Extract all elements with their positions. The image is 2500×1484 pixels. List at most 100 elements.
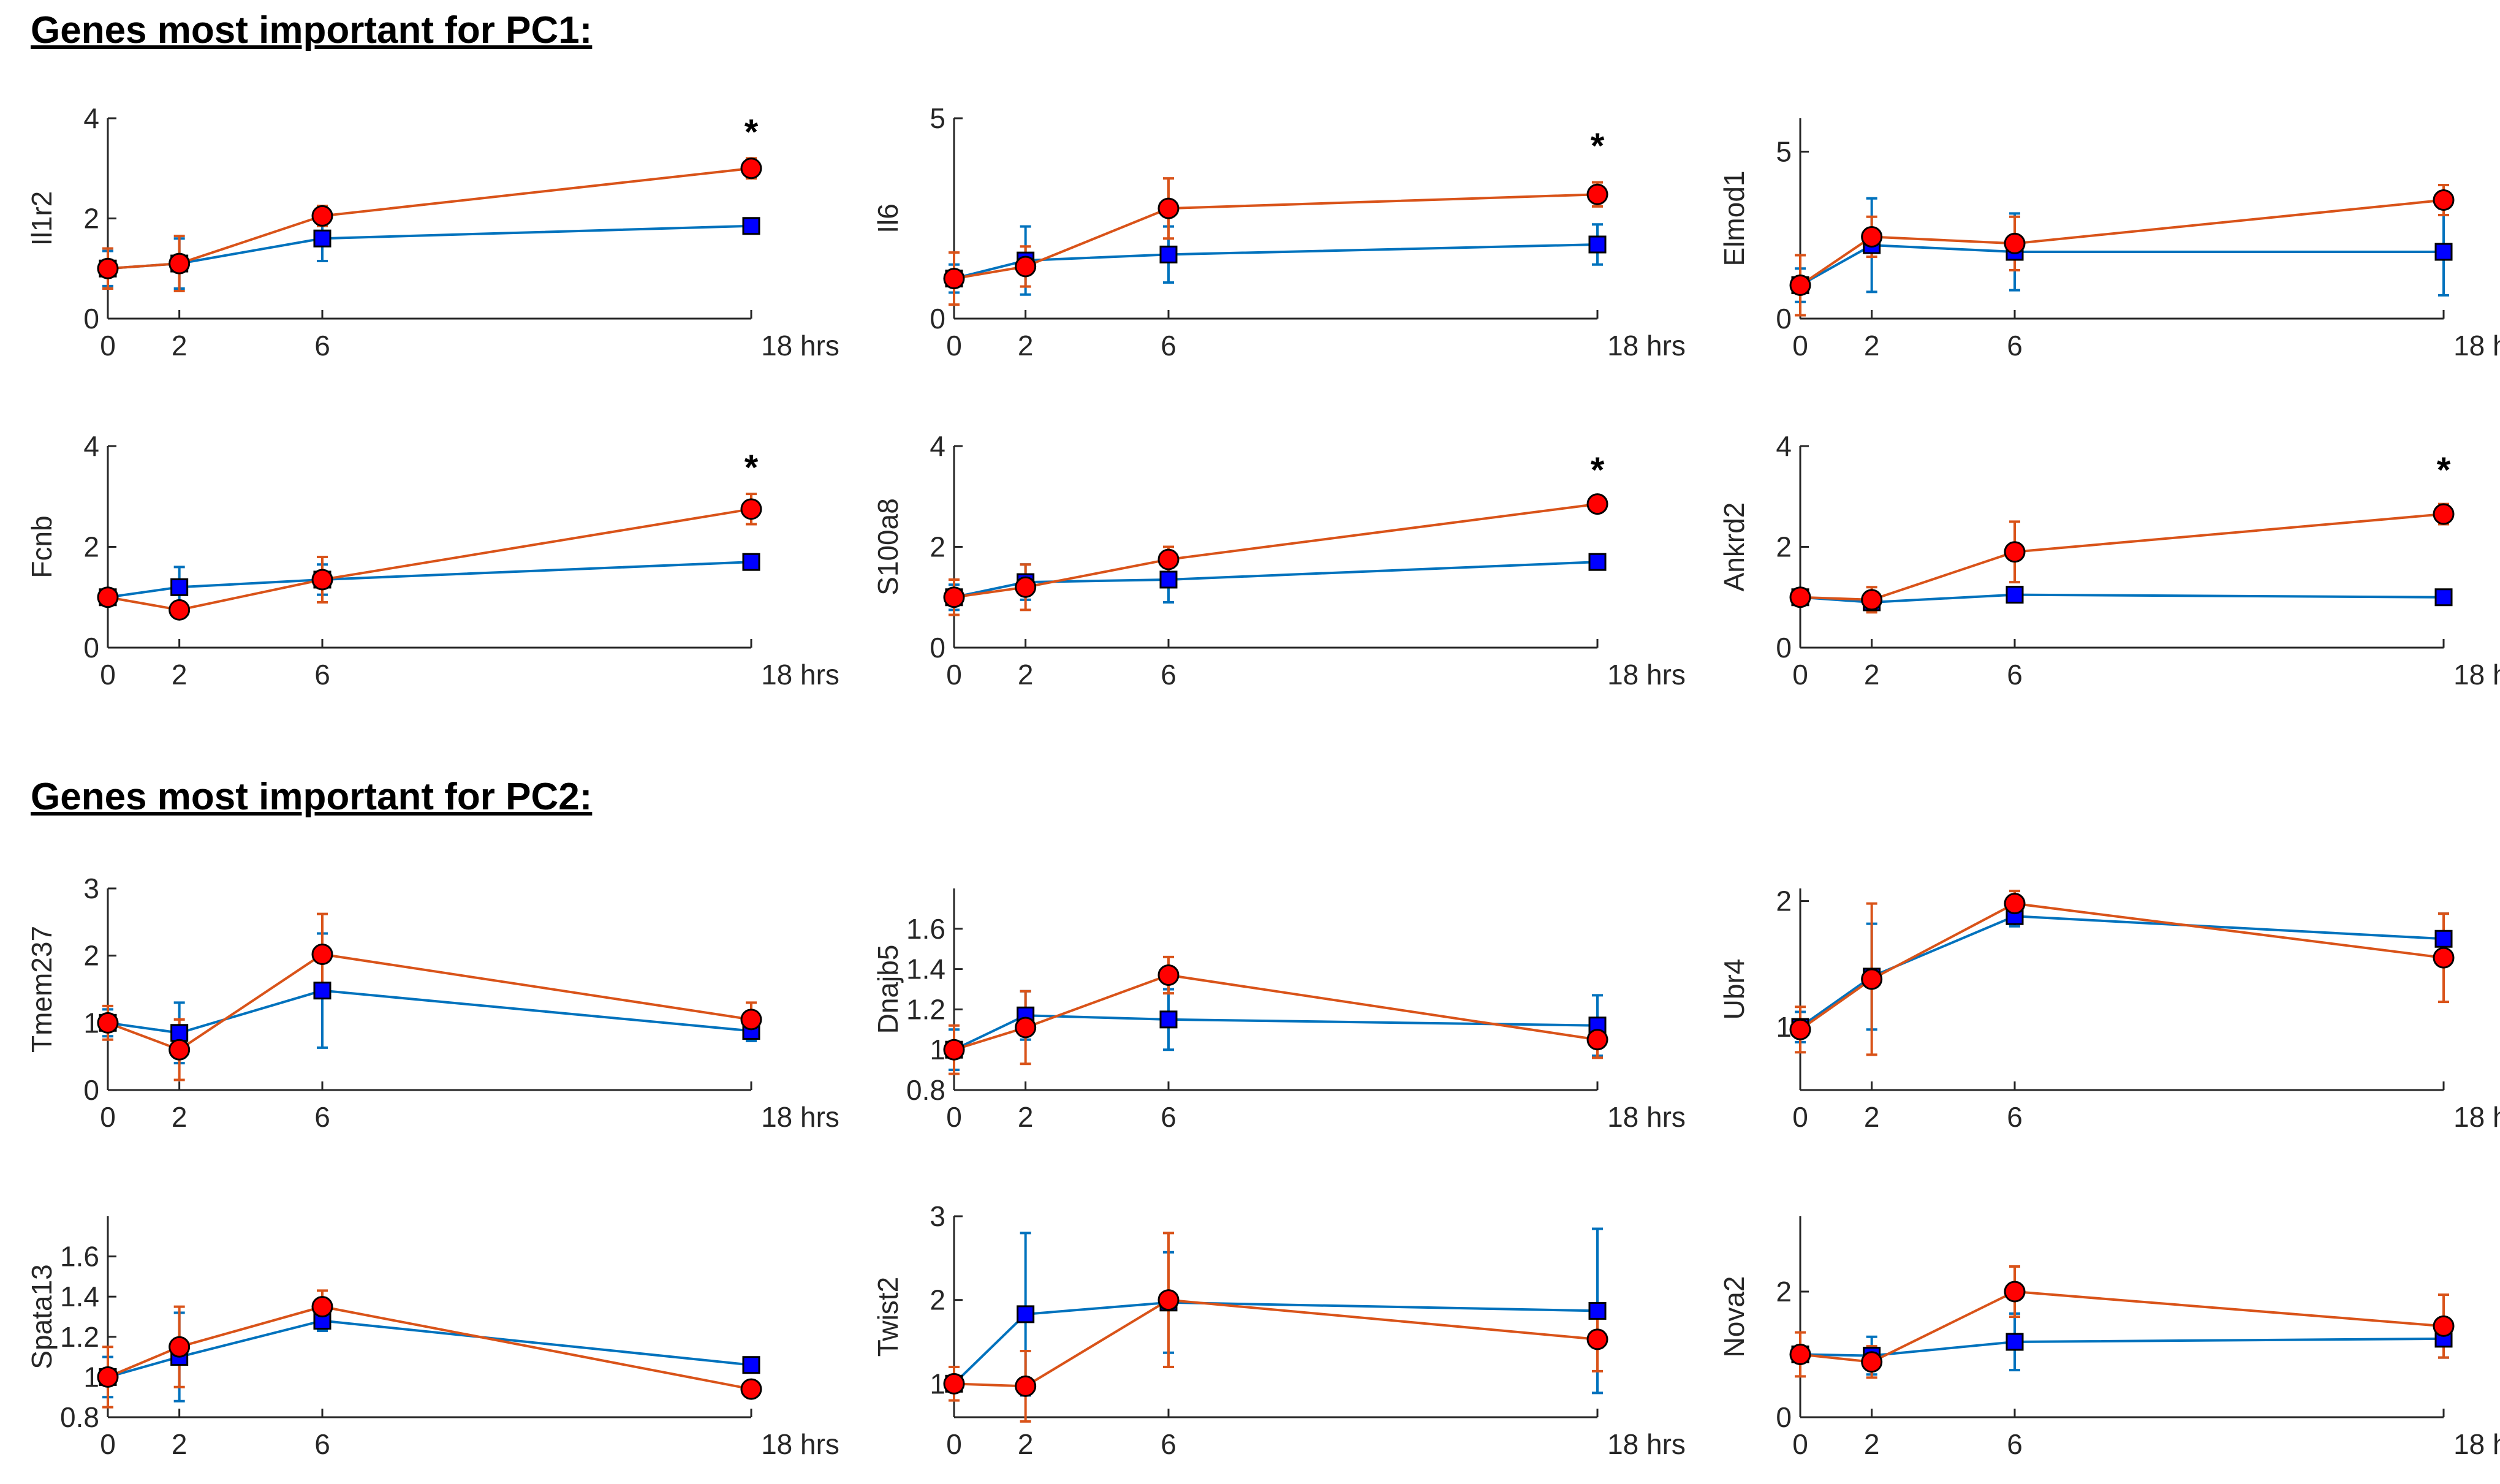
x-tick-label: 6 — [1161, 659, 1176, 691]
red-circle-marker — [1586, 1328, 1608, 1350]
blue-series-line — [1800, 244, 2444, 287]
x-tick-label: 18 hrs — [1607, 1101, 1686, 1133]
red-circle-marker — [1157, 548, 1180, 570]
blue-square-marker — [1588, 235, 1607, 254]
red-circle-marker — [2433, 503, 2455, 525]
blue-series-line — [107, 1319, 752, 1379]
orange-series-line — [953, 502, 1598, 599]
red-circle-marker — [943, 268, 965, 290]
y-tick-label: 4 — [930, 430, 945, 462]
x-tick-label: 6 — [2007, 1428, 2023, 1460]
blue-series-line — [107, 989, 752, 1034]
y-tick-label: 0 — [83, 303, 99, 335]
orange-series-line — [107, 1305, 752, 1391]
blue-series-line — [1800, 593, 2444, 604]
x-tick-label: 0 — [100, 1101, 116, 1133]
x-tick-label: 0 — [100, 330, 116, 362]
y-tick-label: 0 — [1776, 632, 1792, 664]
x-tick-label: 18 hrs — [761, 1428, 839, 1460]
y-tick-label: 1.2 — [60, 1321, 99, 1353]
y-tick-label: 0 — [930, 303, 945, 335]
red-circle-marker — [943, 586, 965, 608]
chart-elmod1: 0 5 0 2 6 18 hrs Elmod1 — [1718, 118, 2500, 362]
blue-square-marker — [1159, 245, 1178, 263]
y-tick-label: 0 — [930, 632, 945, 664]
red-circle-marker — [943, 1039, 965, 1061]
y-tick-label: 0 — [1776, 303, 1792, 335]
x-tick-label: 0 — [1792, 659, 1808, 691]
y-axis-label: Ankrd2 — [1718, 502, 1750, 592]
y-tick-label: 1.4 — [906, 953, 945, 985]
y-tick-label: 2 — [1776, 1276, 1792, 1308]
orange-series-line — [107, 507, 752, 611]
red-circle-marker — [1861, 968, 1883, 990]
red-circle-marker — [311, 1296, 333, 1318]
chart-twist2: 1 2 3 0 2 6 18 hrs Twist2 — [872, 1200, 1686, 1460]
x-tick-label: 18 hrs — [2453, 1428, 2500, 1460]
red-circle-marker — [1015, 1375, 1037, 1397]
x-tick-label: 0 — [1792, 1428, 1808, 1460]
x-tick-label: 6 — [2007, 659, 2023, 691]
y-tick-label: 1.6 — [906, 913, 945, 945]
red-circle-marker — [97, 1366, 119, 1388]
chart-nova2: 0 2 0 2 6 18 hrs Nova2 — [1718, 1216, 2500, 1460]
x-tick-label: 6 — [1161, 330, 1176, 362]
red-circle-marker — [311, 569, 333, 591]
blue-square-marker — [1159, 1010, 1178, 1029]
x-tick-label: 0 — [946, 659, 962, 691]
y-tick-label: 0.8 — [906, 1074, 945, 1106]
y-tick-label: 1 — [930, 1368, 945, 1399]
y-axis-label: Spata13 — [26, 1264, 58, 1369]
y-axis-label: Il6 — [872, 203, 904, 233]
significance-star: * — [1591, 450, 1605, 490]
y-tick-label: 1 — [83, 1361, 99, 1393]
y-tick-label: 0 — [1776, 1401, 1792, 1433]
blue-square-marker — [742, 217, 760, 235]
x-tick-label: 0 — [100, 1428, 116, 1460]
blue-square-marker — [2434, 588, 2453, 607]
blue-series-line — [953, 243, 1598, 280]
x-tick-label: 6 — [314, 1101, 330, 1133]
x-tick-label: 18 hrs — [2453, 659, 2500, 691]
y-axis-label: Tmem237 — [26, 926, 58, 1053]
red-circle-marker — [2433, 947, 2455, 969]
orange-series-line — [107, 167, 752, 270]
blue-series-line — [1800, 1337, 2444, 1357]
x-tick-label: 2 — [172, 659, 188, 691]
red-circle-marker — [1789, 586, 1811, 608]
x-tick-label: 2 — [1018, 659, 1034, 691]
y-tick-label: 2 — [83, 203, 99, 235]
blue-square-marker — [1159, 570, 1178, 589]
significance-star: * — [744, 112, 759, 152]
red-circle-marker — [1861, 225, 1883, 248]
x-tick-label: 2 — [1018, 1428, 1034, 1460]
orange-series-line — [953, 974, 1598, 1051]
blue-square-marker — [170, 578, 189, 596]
blue-square-marker — [1588, 1301, 1607, 1320]
orange-series-line — [953, 1298, 1598, 1388]
chart-fcnb: 0 2 4 0 2 6 18 hrs Fcnb * — [26, 430, 839, 691]
red-circle-marker — [1586, 1029, 1608, 1051]
x-tick-label: 18 hrs — [1607, 1428, 1686, 1460]
blue-square-marker — [2434, 929, 2453, 948]
y-axis-label: S100a8 — [872, 498, 904, 596]
x-tick-label: 0 — [1792, 1101, 1808, 1133]
significance-star: * — [2437, 450, 2451, 490]
red-circle-marker — [311, 205, 333, 227]
x-tick-label: 18 hrs — [1607, 659, 1686, 691]
red-circle-marker — [1157, 964, 1180, 986]
chart-ubr4: 1 2 0 2 6 18 hrs Ubr4 — [1718, 885, 2500, 1133]
red-circle-marker — [97, 586, 119, 608]
red-circle-marker — [97, 1012, 119, 1034]
section-title-pc2: Genes most important for PC2: — [31, 776, 593, 818]
blue-square-marker — [2434, 243, 2453, 261]
red-circle-marker — [1015, 256, 1037, 278]
x-tick-label: 2 — [172, 1101, 188, 1133]
x-tick-label: 2 — [1018, 330, 1034, 362]
red-circle-marker — [1789, 274, 1811, 296]
x-tick-label: 2 — [1864, 1428, 1880, 1460]
red-circle-marker — [97, 257, 119, 279]
x-tick-label: 18 hrs — [761, 330, 839, 362]
red-circle-marker — [169, 599, 191, 621]
red-circle-marker — [1586, 493, 1608, 515]
